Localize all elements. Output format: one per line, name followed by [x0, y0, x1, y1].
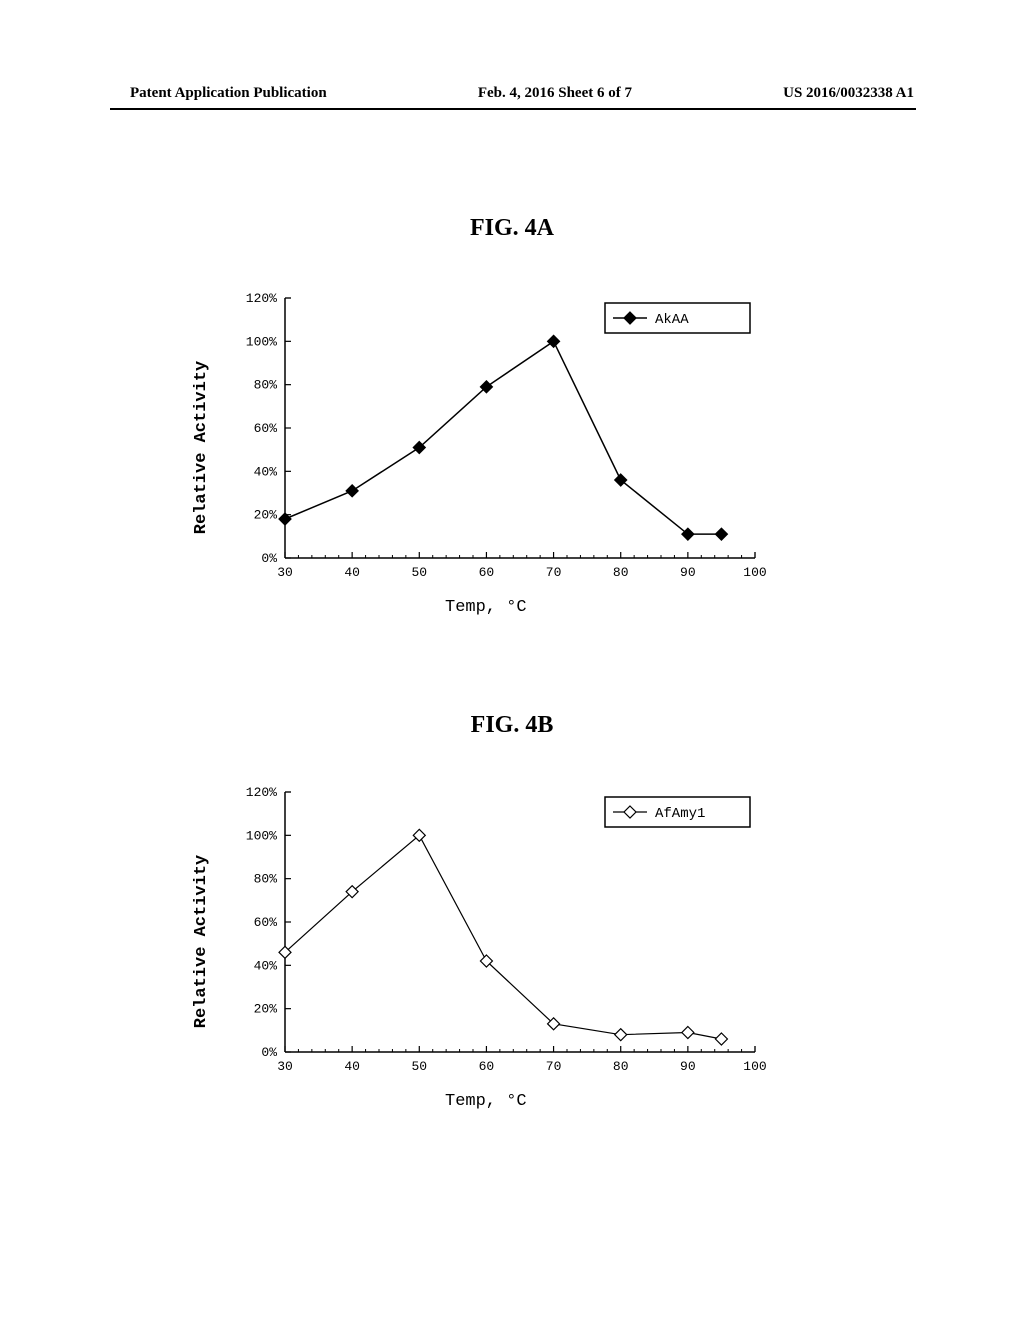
svg-text:0%: 0% [261, 551, 277, 566]
chart-4b-ylabel: Relative Activity [192, 855, 211, 1028]
svg-text:30: 30 [277, 1059, 293, 1074]
svg-text:40: 40 [344, 1059, 360, 1074]
figure-4b-title: FIG. 4B [0, 712, 1024, 739]
chart-4b-svg: 0% 20% 40% 60% 80% 100% 120% 30 40 50 60 70 80 90 100 A… [215, 772, 775, 1102]
svg-text:60%: 60% [254, 421, 278, 436]
header-left: Patent Application Publication [130, 85, 327, 102]
svg-text:80: 80 [613, 565, 629, 580]
svg-text:100%: 100% [246, 828, 277, 843]
svg-text:40: 40 [344, 565, 360, 580]
chart-4b-xlabel: Temp, °C [445, 1092, 527, 1111]
svg-text:60%: 60% [254, 915, 278, 930]
svg-text:AkAA: AkAA [655, 312, 689, 328]
page-header: Patent Application Publication Feb. 4, 2… [0, 85, 1024, 102]
chart-4a-xlabel: Temp, °C [445, 598, 527, 617]
chart-4b-container: Relative Activity 0%20%40%60%80%100%120%… [215, 772, 775, 1102]
svg-text:120%: 120% [246, 785, 277, 800]
svg-text:80: 80 [613, 1059, 629, 1074]
svg-text:30: 30 [277, 565, 293, 580]
svg-text:100: 100 [743, 565, 766, 580]
svg-text:50: 50 [411, 565, 427, 580]
header-divider [110, 108, 916, 110]
svg-text:70: 70 [546, 1059, 562, 1074]
figure-4a-title: FIG. 4A [0, 215, 1024, 242]
svg-text:80%: 80% [254, 872, 278, 887]
svg-text:120%: 120% [246, 291, 277, 306]
chart-4a-svg: 0% 20% 40% 60% 80% 100% 120% 30 40 50 60 70 80 90 100 A… [215, 278, 775, 608]
chart-4a-container: Relative Activity 0%20%40%60%80%100%120%… [215, 278, 775, 608]
svg-text:70: 70 [546, 565, 562, 580]
svg-text:0%: 0% [261, 1045, 277, 1060]
svg-text:40%: 40% [254, 464, 278, 479]
svg-text:60: 60 [479, 565, 495, 580]
svg-text:100: 100 [743, 1059, 766, 1074]
svg-text:20%: 20% [254, 508, 278, 523]
svg-text:80%: 80% [254, 378, 278, 393]
svg-text:90: 90 [680, 565, 696, 580]
svg-text:AfAmy1: AfAmy1 [655, 806, 705, 822]
svg-text:50: 50 [411, 1059, 427, 1074]
svg-text:60: 60 [479, 1059, 495, 1074]
header-right: US 2016/0032338 A1 [783, 85, 914, 102]
svg-text:100%: 100% [246, 334, 277, 349]
svg-text:20%: 20% [254, 1002, 278, 1017]
header-center: Feb. 4, 2016 Sheet 6 of 7 [478, 85, 632, 102]
svg-text:40%: 40% [254, 958, 278, 973]
svg-text:90: 90 [680, 1059, 696, 1074]
chart-4a-ylabel: Relative Activity [192, 361, 211, 534]
